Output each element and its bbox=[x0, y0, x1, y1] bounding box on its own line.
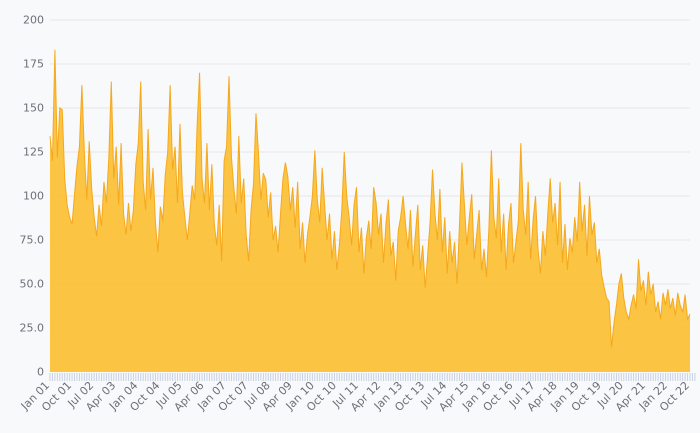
y-axis-tick-label: 25.0 bbox=[20, 322, 45, 335]
y-axis-tick-label: 75.0 bbox=[20, 234, 45, 247]
y-axis-tick-label: 175 bbox=[23, 58, 44, 71]
y-axis-tick-label: 100 bbox=[23, 190, 44, 203]
y-axis-tick-label: 50.0 bbox=[20, 278, 45, 291]
y-axis-tick-label: 200 bbox=[23, 14, 44, 27]
y-axis-tick-label: 125 bbox=[23, 146, 44, 159]
area-series-line bbox=[49, 49, 691, 348]
y-axis-tick-label: 150 bbox=[23, 102, 44, 115]
y-axis-tick-label: 0 bbox=[37, 366, 44, 379]
area-series-fill bbox=[50, 49, 690, 373]
